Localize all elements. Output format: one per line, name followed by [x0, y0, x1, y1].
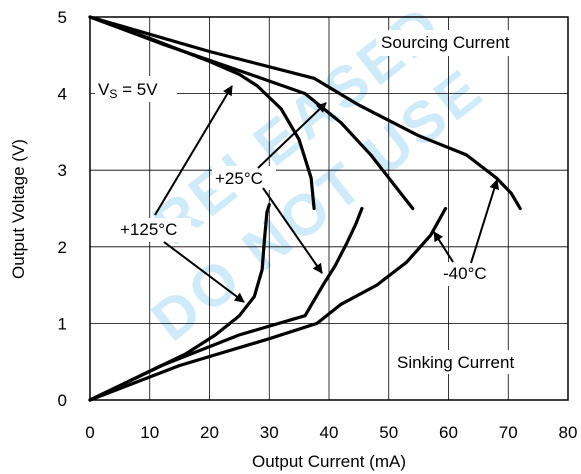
annotations: Sourcing Current Sinking Current VS = 5V… — [95, 30, 546, 374]
grid — [89, 16, 569, 401]
t25-label-bg — [212, 166, 276, 190]
x-tick-label: 80 — [559, 423, 578, 442]
plot-frame — [89, 16, 569, 401]
temp-25-label: +25°C — [215, 169, 263, 188]
sinking-current-label: Sinking Current — [397, 353, 514, 372]
tm40-label-bg — [440, 262, 500, 286]
supply-voltage-value: = 5V — [117, 80, 158, 99]
x-tick-label: 40 — [320, 423, 339, 442]
sourcing-current-label: Sourcing Current — [381, 33, 510, 52]
y-tick-label: 4 — [58, 85, 67, 104]
x-tick-labels: 0 10 20 30 40 50 60 70 80 — [85, 423, 577, 442]
y-tick-label: 1 — [58, 314, 67, 333]
arrow-125c-sourcing — [154, 85, 233, 216]
y-tick-label: 3 — [58, 161, 67, 180]
y-tick-label: 2 — [58, 238, 67, 257]
x-axis-label: Output Current (mA) — [252, 452, 406, 471]
temp-minus40-label: -40°C — [443, 264, 487, 283]
x-tick-label: 10 — [140, 423, 159, 442]
sinking-curve-minus40c — [88, 206, 448, 402]
y-axis-label: Output Voltage (V) — [9, 139, 28, 279]
temp-125-label: +125°C — [120, 220, 177, 239]
arrow-minus40c-sinking — [433, 231, 454, 263]
vs-label-bg — [95, 76, 177, 102]
sourcing-label-bg — [376, 30, 546, 56]
x-tick-label: 20 — [200, 423, 219, 442]
y-tick-label: 0 — [58, 391, 67, 410]
arrow-125c-sinking — [163, 241, 245, 303]
supply-voltage-subscript: S — [109, 87, 117, 101]
x-tick-label: 50 — [379, 423, 398, 442]
x-tick-label: 0 — [85, 423, 94, 442]
t125-label-bg — [117, 218, 191, 242]
y-tick-label: 5 — [58, 8, 67, 27]
arrow-minus40c-sourcing — [470, 179, 500, 264]
supply-voltage-symbol: V — [98, 80, 110, 99]
x-tick-label: 30 — [260, 423, 279, 442]
sinking-label-bg — [393, 350, 545, 374]
supply-voltage-label: VS = 5V — [98, 80, 158, 101]
y-tick-labels: 0 1 2 3 4 5 — [58, 8, 67, 410]
arrow-25c-sinking — [262, 187, 323, 274]
sinking-curve-plus25c — [88, 206, 364, 402]
x-tick-label: 60 — [439, 423, 458, 442]
sourcing-curve-minus40c — [88, 15, 522, 211]
arrow-25c-sourcing — [257, 102, 327, 169]
annotation-arrows — [154, 85, 500, 303]
curves — [88, 15, 522, 402]
x-tick-label: 70 — [499, 423, 518, 442]
